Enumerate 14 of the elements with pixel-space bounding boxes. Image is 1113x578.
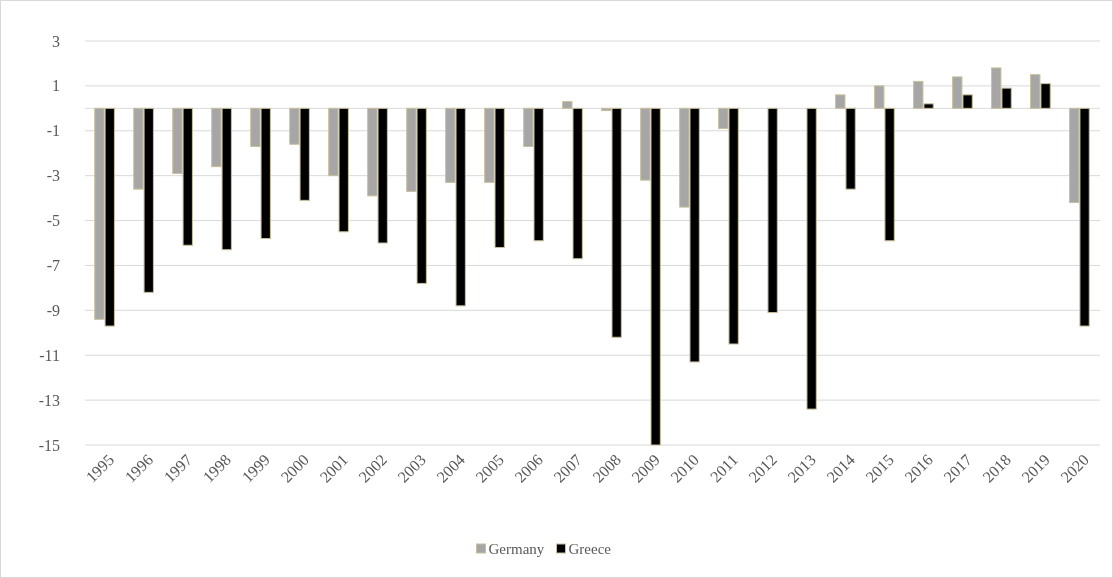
y-tick-label: -5: [46, 212, 60, 230]
y-tick-label: -1: [46, 122, 60, 140]
y-tick-label: 1: [52, 77, 60, 95]
y-tick-label: -13: [38, 391, 60, 409]
legend-label: Germany: [488, 541, 545, 558]
y-tick-label: -15: [38, 436, 60, 454]
y-tick-label: 3: [52, 32, 60, 50]
legend-label: Greece: [568, 541, 612, 558]
y-tick-label: -11: [39, 346, 60, 364]
bar: [767, 107, 778, 314]
y-tick-label: -7: [46, 257, 60, 275]
y-tick-label: -3: [46, 167, 60, 185]
bar: [806, 107, 817, 410]
y-tick-label: -9: [46, 301, 60, 319]
